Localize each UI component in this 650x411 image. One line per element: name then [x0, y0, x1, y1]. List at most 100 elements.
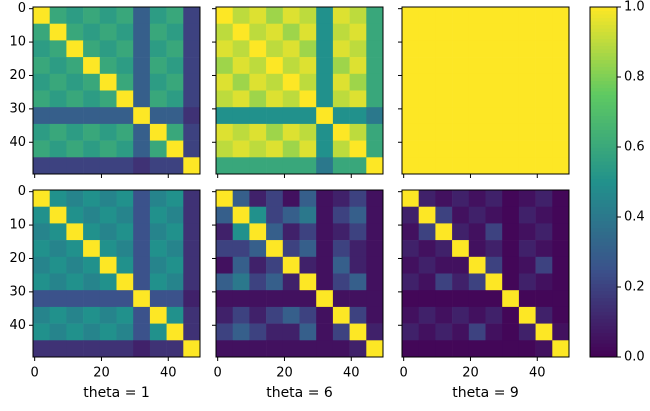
colorbar-swatch [590, 21, 617, 25]
heatmap-cell [366, 73, 384, 91]
heatmap-cell [435, 223, 453, 241]
heatmap-cell [216, 123, 233, 141]
heatmap-cell [83, 57, 101, 75]
heatmap-cell [49, 90, 67, 108]
heatmap-cell [249, 306, 267, 324]
heatmap-cell [232, 223, 250, 241]
colorbar-swatch [590, 199, 617, 204]
heatmap-cell [282, 340, 300, 358]
colorbar-swatch [590, 80, 617, 85]
heatmap-cell [332, 40, 350, 58]
heatmap-cell [418, 90, 436, 108]
heatmap-cell [418, 73, 436, 91]
heatmap-cell [249, 323, 267, 341]
heatmap-cell [402, 323, 419, 341]
heatmap-cell [232, 306, 250, 324]
colorbar-swatch [590, 332, 617, 337]
heatmap-cell [518, 306, 536, 324]
colorbar-tick-label: 1.0 [624, 0, 645, 15]
heatmap-cell [418, 107, 436, 125]
heatmap-cell [99, 140, 117, 158]
heatmap-cell [149, 190, 167, 207]
colorbar-swatch [590, 252, 617, 256]
heatmap-cell [452, 190, 470, 207]
heatmap-cell [402, 90, 419, 108]
heatmap-cell [418, 57, 436, 75]
heatmap-cell [402, 306, 419, 324]
heatmap-cell [216, 223, 233, 241]
heatmap-cell [349, 223, 367, 241]
heatmap-cell [452, 206, 470, 224]
colorbar-swatch [590, 329, 617, 333]
heatmap-cell [249, 256, 267, 274]
heatmap-cell [452, 240, 470, 258]
colorbar-swatch [590, 136, 617, 141]
heatmap-cell [535, 107, 553, 125]
heatmap-cell [485, 240, 503, 258]
heatmap-cell [83, 157, 101, 175]
heatmap-cell [66, 140, 84, 158]
heatmap-cell [332, 273, 350, 291]
heatmap-cell [83, 240, 101, 258]
heatmap-cell [232, 240, 250, 258]
heatmap-cell [418, 140, 436, 158]
heatmap-cell [299, 140, 317, 158]
heatmap-cell [33, 107, 50, 125]
heatmap-cell [299, 273, 317, 291]
colorbar-swatch [590, 227, 617, 232]
heatmap-cell [435, 290, 453, 308]
heatmap-panel [402, 190, 570, 358]
heatmap-cell [366, 256, 384, 274]
colorbar-swatch [590, 182, 617, 186]
x-tick-label: 0 [400, 366, 408, 381]
heatmap-cell [299, 290, 317, 308]
heatmap-cell [452, 323, 470, 341]
colorbar-swatch [590, 147, 617, 151]
heatmap-cell [232, 140, 250, 158]
heatmap-cell [502, 73, 520, 91]
heatmap-cell [216, 240, 233, 258]
heatmap-cell [535, 23, 553, 41]
heatmap-cell [99, 190, 117, 207]
heatmap-cell [116, 73, 134, 91]
heatmap-cell [33, 190, 50, 207]
heatmap-cell [366, 340, 384, 358]
colorbar-swatch [590, 255, 617, 260]
heatmap-cell [216, 7, 233, 24]
heatmap-cell [232, 323, 250, 341]
heatmap-cell [349, 57, 367, 75]
heatmap-cell [366, 323, 384, 341]
heatmap-cell [149, 107, 167, 125]
heatmap-cell [49, 73, 67, 91]
heatmap-cell [133, 190, 151, 207]
heatmap-cell [435, 240, 453, 258]
heatmap-cell [183, 323, 201, 341]
heatmap-cell [452, 157, 470, 175]
heatmap-cell [468, 57, 486, 75]
heatmap-cell [166, 23, 184, 41]
heatmap-cell [66, 240, 84, 258]
heatmap-cell [332, 90, 350, 108]
heatmap-cell [183, 140, 201, 158]
heatmap-cell [468, 40, 486, 58]
heatmap-cell [418, 256, 436, 274]
heatmap-cell [66, 290, 84, 308]
heatmap-cell [402, 223, 419, 241]
heatmap-cell [166, 240, 184, 258]
heatmap-cell [452, 7, 470, 24]
heatmap-cell [299, 123, 317, 141]
heatmap-cell [502, 90, 520, 108]
heatmap-cell [66, 90, 84, 108]
x-axis-label: theta = 9 [452, 385, 519, 401]
heatmap-cell [99, 340, 117, 358]
heatmap-cell [349, 323, 367, 341]
heatmap-cell [485, 140, 503, 158]
heatmap-cell [149, 157, 167, 175]
heatmap-cell [502, 40, 520, 58]
heatmap-cell [183, 23, 201, 41]
colorbar-tick-label: 0.8 [624, 70, 645, 85]
colorbar-swatch [590, 133, 617, 137]
colorbar-swatch [590, 94, 617, 99]
heatmap-cell [232, 290, 250, 308]
